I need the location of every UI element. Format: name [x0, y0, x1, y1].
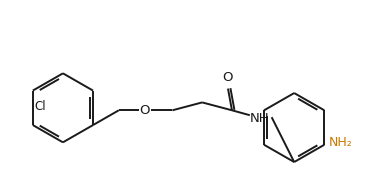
Text: NH₂: NH₂ [329, 136, 353, 149]
Text: Cl: Cl [35, 100, 47, 113]
Text: NH: NH [250, 112, 270, 125]
Text: O: O [140, 104, 150, 117]
Text: O: O [223, 71, 233, 84]
